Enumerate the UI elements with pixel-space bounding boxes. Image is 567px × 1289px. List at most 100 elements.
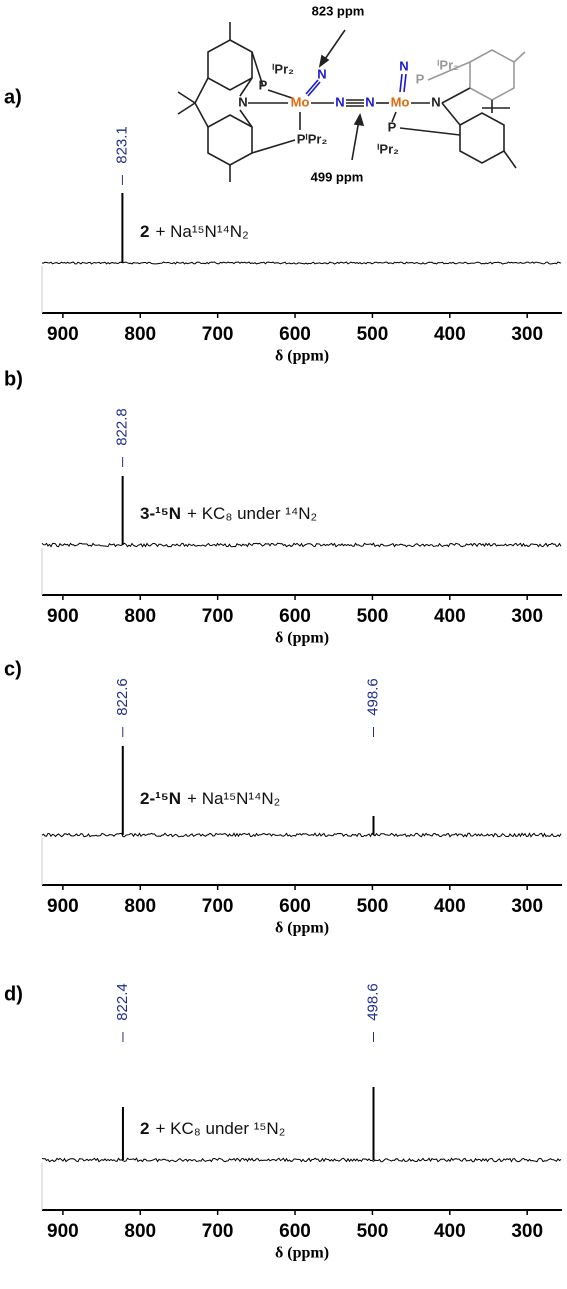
bond xyxy=(399,73,403,93)
bond xyxy=(251,139,296,154)
arrow xyxy=(351,119,360,161)
bond xyxy=(441,102,461,126)
structure-label: ⁱPr₂ xyxy=(437,57,459,72)
x-tick-label: 500 xyxy=(357,324,389,345)
x-tick-label: 300 xyxy=(511,1221,543,1242)
x-tick-label: 600 xyxy=(279,1221,311,1242)
annotation: 823 ppm xyxy=(312,3,365,18)
x-axis-label: δ (ppm) xyxy=(275,1245,329,1262)
x-tick-label: 700 xyxy=(202,324,234,345)
bond xyxy=(305,79,319,95)
x-axis-label: δ (ppm) xyxy=(275,630,329,647)
bond xyxy=(251,51,264,87)
x-tick-label: 600 xyxy=(279,324,311,345)
bond xyxy=(194,77,209,104)
compound: 3-¹⁵N xyxy=(140,504,181,523)
reagent: + KC₈ under ¹⁴N₂ xyxy=(187,504,317,523)
x-tick-label: 300 xyxy=(511,606,543,627)
x-tick-label: 500 xyxy=(357,1221,389,1242)
bond xyxy=(239,109,253,128)
reagent: + Na¹⁵N¹⁴N₂ xyxy=(187,789,280,808)
baseline-noise xyxy=(41,832,562,838)
x-tick-label: 900 xyxy=(47,324,79,345)
peak-label: 498.6 xyxy=(364,983,381,1021)
structure-label: ⁱPr₂ xyxy=(272,61,294,76)
x-tick-label: 600 xyxy=(279,896,311,917)
structure-label: Mo xyxy=(291,94,310,109)
structure-label: N xyxy=(365,94,374,109)
structure-label: N xyxy=(317,66,326,81)
bond xyxy=(441,87,471,104)
x-tick-label: 800 xyxy=(124,1221,156,1242)
structure-label: PⁱPr₂ xyxy=(297,131,328,146)
x-axis-label: δ (ppm) xyxy=(275,348,329,365)
structure-label: P xyxy=(259,77,268,92)
baseline-noise xyxy=(41,542,562,548)
structure-label: P xyxy=(416,71,425,86)
peak-label: 823.1 xyxy=(113,126,130,164)
arrowhead xyxy=(318,54,330,68)
ring xyxy=(469,49,515,101)
x-axis-label: δ (ppm) xyxy=(275,920,329,937)
x-tick-label: 900 xyxy=(47,606,79,627)
structure-label: Mo xyxy=(391,94,410,109)
x-tick-label: 700 xyxy=(202,1221,234,1242)
bond xyxy=(177,91,196,104)
x-tick-label: 800 xyxy=(124,896,156,917)
structure-label: N xyxy=(335,94,344,109)
sample-label: 2 + KC₈ under ¹⁵N₂ xyxy=(140,1119,285,1138)
peak-label: 498.6 xyxy=(364,678,381,716)
x-tick-label: 400 xyxy=(434,1221,466,1242)
peak-label: 822.8 xyxy=(114,408,131,446)
x-tick-label: 500 xyxy=(357,896,389,917)
x-tick-label: 400 xyxy=(434,896,466,917)
structure-label: N xyxy=(399,58,408,73)
peak-label: 822.4 xyxy=(114,983,131,1021)
x-tick-label: 900 xyxy=(47,1221,79,1242)
bond xyxy=(307,81,321,97)
panel-label: a) xyxy=(4,86,22,108)
annotation: 499 ppm xyxy=(311,169,364,184)
ring xyxy=(207,39,253,91)
bond xyxy=(503,150,517,169)
compound: 2 xyxy=(140,1119,149,1138)
panel-label: c) xyxy=(4,658,22,680)
panel-label: d) xyxy=(4,983,23,1005)
bond xyxy=(391,111,397,123)
structure-label: ⁱPr₂ xyxy=(377,141,399,156)
baseline-noise xyxy=(41,1157,562,1163)
bond xyxy=(403,73,407,93)
baseline-noise xyxy=(41,261,562,265)
peak-label: 822.6 xyxy=(114,678,131,716)
sample-label: 2-¹⁵N + Na¹⁵N¹⁴N₂ xyxy=(140,789,280,808)
bond xyxy=(194,102,209,128)
bond xyxy=(239,77,253,97)
structure-label: P xyxy=(388,119,397,134)
x-tick-label: 400 xyxy=(434,606,466,627)
bond xyxy=(513,51,526,63)
x-tick-label: 300 xyxy=(511,896,543,917)
x-tick-label: 300 xyxy=(511,324,543,345)
panel-label: b) xyxy=(4,368,23,390)
structure-label: N xyxy=(238,94,247,109)
x-tick-label: 700 xyxy=(202,896,234,917)
x-tick-label: 500 xyxy=(357,606,389,627)
bond xyxy=(427,61,471,81)
reagent: + KC₈ under ¹⁵N₂ xyxy=(155,1119,285,1138)
sample-label: 2 + Na¹⁵N¹⁴N₂ xyxy=(140,222,249,241)
arrowhead xyxy=(353,112,365,126)
bond xyxy=(177,102,196,115)
ring xyxy=(459,112,505,164)
x-tick-label: 800 xyxy=(124,324,156,345)
sample-label: 3-¹⁵N + KC₈ under ¹⁴N₂ xyxy=(140,504,317,523)
x-tick-label: 600 xyxy=(279,606,311,627)
x-tick-label: 400 xyxy=(434,324,466,345)
structure-label: N xyxy=(431,94,440,109)
x-tick-label: 800 xyxy=(124,606,156,627)
ring xyxy=(207,114,253,166)
arrow xyxy=(322,29,346,63)
compound: 2-¹⁵N xyxy=(140,789,181,808)
structure-bonds xyxy=(177,22,526,182)
compound: 2 xyxy=(140,222,149,241)
x-tick-label: 700 xyxy=(202,606,234,627)
